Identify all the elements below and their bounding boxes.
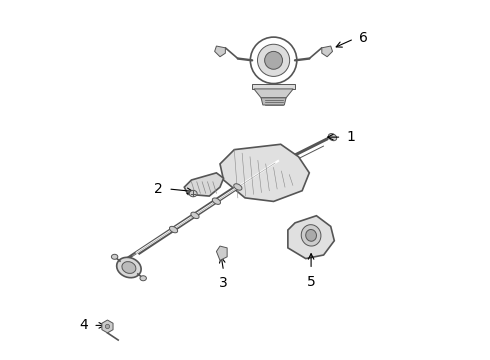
Text: 1: 1 [347,130,356,144]
Ellipse shape [234,184,242,190]
Ellipse shape [105,324,110,329]
Text: 6: 6 [359,31,368,45]
Ellipse shape [265,51,283,69]
Polygon shape [288,216,334,258]
Ellipse shape [191,212,199,219]
Ellipse shape [189,190,197,197]
Polygon shape [184,173,223,196]
Ellipse shape [212,198,220,204]
Polygon shape [322,46,333,57]
Polygon shape [254,89,293,98]
Polygon shape [215,46,225,57]
Text: 4: 4 [79,318,88,332]
Ellipse shape [170,226,178,233]
Polygon shape [102,320,113,333]
Polygon shape [252,84,295,89]
Polygon shape [220,144,309,202]
Polygon shape [261,98,286,105]
Text: 5: 5 [307,275,316,289]
Ellipse shape [258,44,290,76]
Ellipse shape [328,134,337,141]
Ellipse shape [301,225,321,246]
Polygon shape [217,246,227,260]
Ellipse shape [122,262,136,274]
Text: 3: 3 [219,276,228,291]
Text: 2: 2 [154,181,163,195]
Ellipse shape [117,257,141,278]
Ellipse shape [306,229,317,241]
Ellipse shape [111,254,118,259]
Ellipse shape [140,276,147,281]
Ellipse shape [250,37,297,84]
